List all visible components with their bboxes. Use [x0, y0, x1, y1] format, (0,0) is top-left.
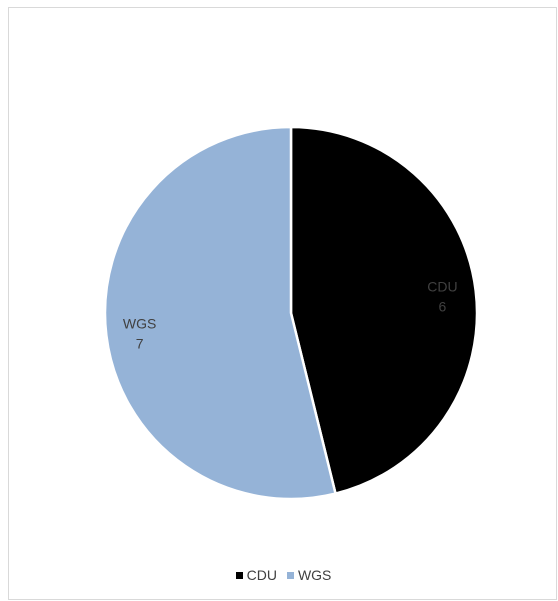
legend-swatch-wgs [286, 571, 294, 579]
data-label-category-wgs: WGS [123, 315, 156, 331]
data-label-value-cdu: 6 [439, 299, 447, 315]
pie-slice-cdu [289, 125, 479, 496]
legend-swatch-cdu [235, 571, 243, 579]
pie-slices [103, 125, 479, 501]
legend-label-cdu: CDU [246, 567, 277, 583]
legend-item-cdu: CDU [235, 567, 277, 583]
legend: CDU WGS [9, 567, 558, 583]
pie-slice-wgs [103, 125, 338, 501]
pie-chart: CDU 6 WGS 7 [103, 125, 479, 501]
data-label-value-wgs: 7 [136, 335, 144, 351]
data-label-category-cdu: CDU [427, 279, 457, 295]
legend-item-wgs: WGS [286, 567, 332, 583]
legend-label-wgs: WGS [297, 567, 332, 583]
chart-area: CDU 6 WGS 7 CDU WGS [8, 7, 557, 600]
pie-data-labels: CDU 6 WGS 7 [123, 279, 458, 352]
